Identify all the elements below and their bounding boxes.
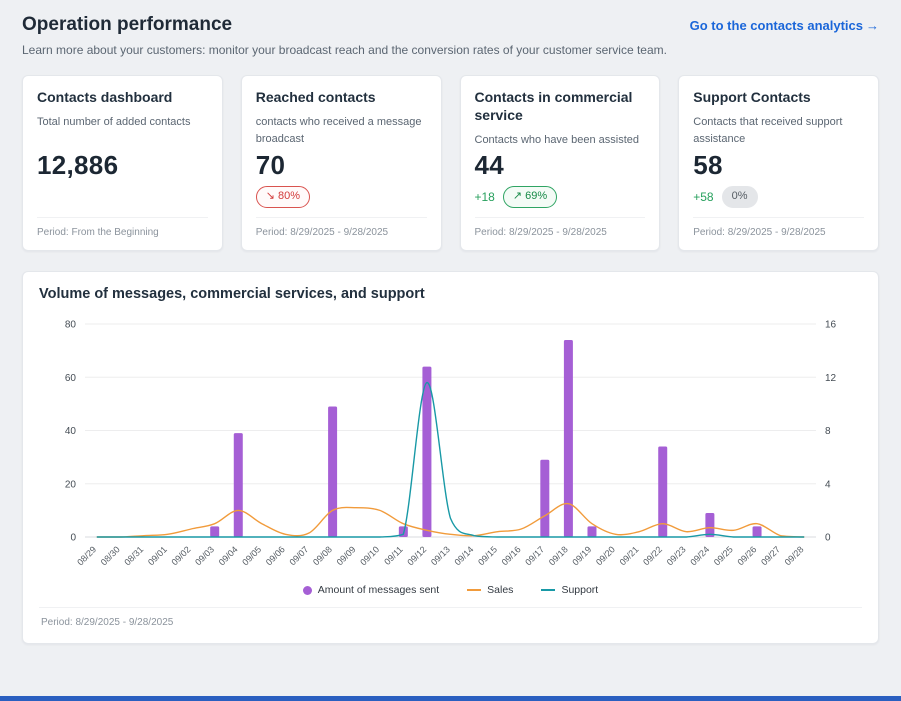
svg-text:09/14: 09/14 xyxy=(452,544,475,567)
teal-line-icon xyxy=(541,589,556,591)
badge-row: ↘ 80% xyxy=(255,184,427,210)
trend-down-icon: ↘ xyxy=(265,190,275,203)
neutral-trend-badge: 0% xyxy=(721,186,758,208)
svg-text:09/11: 09/11 xyxy=(382,544,405,567)
page-header: Operation performance Go to the contacts… xyxy=(22,14,879,36)
svg-text:09/08: 09/08 xyxy=(311,544,334,567)
svg-text:8: 8 xyxy=(825,426,831,437)
chart-title: Volume of messages, commercial services,… xyxy=(39,286,425,302)
card-value: 70 xyxy=(255,150,286,180)
card-period: Period: 8/29/2025 - 9/28/2025 xyxy=(693,217,864,238)
card-subtitle: Contacts that received support assistanc… xyxy=(693,116,843,146)
svg-text:09/16: 09/16 xyxy=(500,544,523,567)
contacts-analytics-link[interactable]: Go to the contacts analytics → xyxy=(689,17,879,33)
svg-text:09/04: 09/04 xyxy=(217,544,240,567)
card-title: Reached contacts xyxy=(255,89,376,105)
svg-text:09/27: 09/27 xyxy=(759,544,782,567)
svg-text:09/17: 09/17 xyxy=(523,544,546,567)
card-support-contacts: Support Contacts Contacts that received … xyxy=(678,75,879,251)
card-title: Contacts dashboard xyxy=(37,89,173,105)
purple-dot-icon xyxy=(302,585,312,595)
page-bottom-bar xyxy=(0,696,901,701)
card-subtitle: Contacts who have been assisted xyxy=(474,134,640,147)
svg-text:09/20: 09/20 xyxy=(594,544,617,567)
svg-text:09/26: 09/26 xyxy=(735,544,758,567)
svg-text:09/19: 09/19 xyxy=(570,544,593,567)
svg-text:09/18: 09/18 xyxy=(547,544,570,567)
svg-text:16: 16 xyxy=(825,320,837,331)
svg-text:09/15: 09/15 xyxy=(476,544,499,567)
negative-trend-badge: ↘ 80% xyxy=(255,186,310,208)
legend-label: Amount of messages sent xyxy=(317,584,440,596)
arrow-right-icon: → xyxy=(866,17,879,33)
card-commercial-service: Contacts in commercial service Contacts … xyxy=(459,75,661,251)
chart-period: Period: 8/29/2025 - 9/28/2025 xyxy=(39,607,862,635)
operation-performance-page: Operation performance Go to the contacts… xyxy=(22,14,879,644)
card-period: Period: 8/29/2025 - 9/28/2025 xyxy=(255,217,427,238)
svg-text:09/25: 09/25 xyxy=(712,544,735,567)
card-period: Period: From the Beginning xyxy=(37,217,208,238)
svg-text:09/21: 09/21 xyxy=(618,544,641,567)
svg-text:0: 0 xyxy=(825,533,831,544)
badge-row: +58 0% xyxy=(693,184,864,210)
card-reached-contacts: Reached contacts contacts who received a… xyxy=(240,75,442,251)
svg-text:09/24: 09/24 xyxy=(688,544,711,567)
svg-text:09/05: 09/05 xyxy=(240,544,263,567)
svg-text:09/06: 09/06 xyxy=(264,544,287,567)
svg-text:09/23: 09/23 xyxy=(665,544,688,567)
badge-value: 69% xyxy=(525,190,548,203)
legend-item-sales[interactable]: Sales xyxy=(467,584,513,596)
svg-text:4: 4 xyxy=(825,479,831,490)
svg-text:09/22: 09/22 xyxy=(641,544,664,567)
chart-legend: Amount of messages sent Sales Support xyxy=(39,584,862,596)
svg-text:08/29: 08/29 xyxy=(75,544,98,567)
badge-value: 80% xyxy=(277,190,300,203)
legend-label: Support xyxy=(561,584,599,596)
svg-text:09/01: 09/01 xyxy=(146,544,169,567)
card-subtitle: contacts who received a message broadcas… xyxy=(255,116,422,146)
svg-text:60: 60 xyxy=(65,373,77,384)
svg-text:0: 0 xyxy=(70,533,76,544)
svg-text:20: 20 xyxy=(65,479,77,490)
svg-text:09/03: 09/03 xyxy=(193,544,216,567)
badge-row xyxy=(37,184,208,210)
trend-up-icon: ↗ xyxy=(512,190,523,203)
svg-text:09/28: 09/28 xyxy=(783,544,806,567)
positive-trend-badge: ↗ 69% xyxy=(502,186,558,208)
badge-row: +18 ↗ 69% xyxy=(475,184,646,210)
card-contacts-dashboard: Contacts dashboard Total number of added… xyxy=(22,75,223,251)
svg-text:09/02: 09/02 xyxy=(170,544,193,567)
delta-value: +58 xyxy=(693,190,714,204)
svg-text:09/12: 09/12 xyxy=(405,544,428,567)
orange-line-icon xyxy=(467,589,482,591)
page-title: Operation performance xyxy=(22,14,233,35)
card-value: 44 xyxy=(474,150,505,180)
svg-text:09/13: 09/13 xyxy=(429,544,452,567)
card-period: Period: 8/29/2025 - 9/28/2025 xyxy=(474,217,646,238)
page-subtitle: Learn more about your customers: monitor… xyxy=(22,43,667,57)
legend-label: Sales xyxy=(487,584,514,596)
card-value: 58 xyxy=(693,150,723,180)
svg-text:80: 80 xyxy=(65,320,77,331)
svg-text:08/30: 08/30 xyxy=(99,544,122,567)
badge-value: 0% xyxy=(731,190,748,203)
card-title: Contacts in commercial service xyxy=(474,89,633,124)
svg-text:40: 40 xyxy=(65,426,77,437)
spacer xyxy=(37,131,208,150)
svg-text:09/09: 09/09 xyxy=(335,544,358,567)
volume-chart-card: Volume of messages, commercial services,… xyxy=(22,271,879,644)
card-title: Support Contacts xyxy=(693,89,811,105)
delta-value: +18 xyxy=(474,190,495,204)
svg-text:12: 12 xyxy=(825,373,837,384)
legend-item-messages[interactable]: Amount of messages sent xyxy=(302,584,440,596)
card-subtitle: Total number of added contacts xyxy=(37,116,191,129)
legend-item-support[interactable]: Support xyxy=(541,584,598,596)
svg-text:09/10: 09/10 xyxy=(358,544,381,567)
card-value: 12,886 xyxy=(37,150,119,180)
svg-text:08/31: 08/31 xyxy=(122,544,145,567)
svg-text:09/07: 09/07 xyxy=(287,544,310,567)
stat-cards-row: Contacts dashboard Total number of added… xyxy=(22,75,879,251)
